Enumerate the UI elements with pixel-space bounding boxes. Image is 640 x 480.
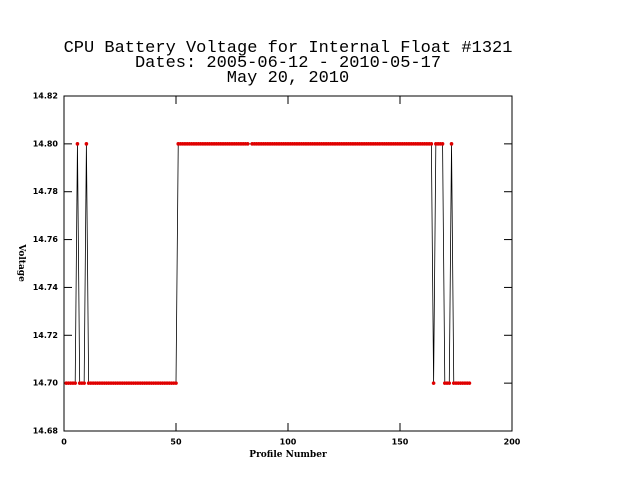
title-line: May 20, 2010 <box>227 69 349 88</box>
data-point <box>75 142 80 146</box>
x-tick-label: 200 <box>504 438 521 447</box>
x-tick-label: 150 <box>392 438 409 447</box>
data-point <box>449 142 454 146</box>
data-point <box>467 381 472 385</box>
data-line <box>66 143 470 384</box>
data-point <box>429 142 434 146</box>
title-line: Dates: 2005-06-12 - 2010-05-17 <box>135 54 441 73</box>
y-tick-label: 14.72 <box>33 331 58 340</box>
x-tick-label: 50 <box>170 438 182 447</box>
x-tick-label: 100 <box>280 438 297 447</box>
data-point <box>440 142 445 146</box>
y-tick-label: 14.78 <box>33 187 59 196</box>
data-point <box>73 381 77 385</box>
data-point <box>431 381 436 385</box>
data-point <box>82 381 86 385</box>
y-tick-label: 14.76 <box>33 235 59 244</box>
x-tick-label: 0 <box>61 438 67 447</box>
y-tick-label: 14.82 <box>33 92 58 101</box>
data-point <box>447 381 452 385</box>
y-tick-label: 14.74 <box>33 283 59 292</box>
data-point <box>84 142 89 146</box>
data-point <box>174 381 178 385</box>
y-tick-label: 14.70 <box>33 379 59 388</box>
y-axis-label: Voltage <box>16 243 26 282</box>
y-tick-label: 14.68 <box>33 427 59 436</box>
x-axis-label: Profile Number <box>249 450 327 460</box>
data-point <box>245 142 250 146</box>
y-tick-label: 14.80 <box>33 139 59 148</box>
title-line: CPU Battery Voltage for Internal Float #… <box>64 39 513 58</box>
